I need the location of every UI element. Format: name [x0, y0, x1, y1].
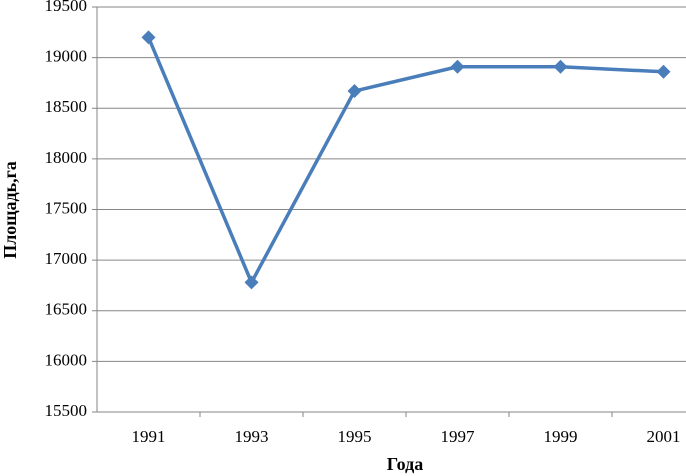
y-tick-label: 17000 [45, 249, 88, 268]
y-tick-label: 15500 [45, 401, 88, 420]
marker [656, 64, 671, 79]
x-tick-label: 1999 [544, 427, 578, 446]
x-tick-label: 1997 [441, 427, 476, 446]
y-axis-title: Площадь,га [0, 161, 20, 259]
marker [141, 30, 156, 45]
x-tick-label: 1995 [338, 427, 372, 446]
series-line [146, 36, 664, 285]
x-tick-label: 1991 [132, 427, 166, 446]
x-tick-label: 2001 [647, 427, 681, 446]
y-tick-label: 19500 [45, 0, 88, 15]
y-tick-label: 18500 [45, 97, 88, 116]
marker [347, 84, 362, 99]
y-tick-label: 16000 [45, 350, 88, 369]
y-tick-label: 19000 [45, 47, 88, 66]
y-tick-label: 17500 [45, 198, 88, 217]
y-tick-label: 18000 [45, 148, 88, 167]
marker [450, 59, 465, 74]
marker [553, 59, 568, 74]
x-axis-title: Года [387, 454, 423, 474]
marker [244, 275, 259, 290]
y-tick-label: 16500 [45, 300, 88, 319]
x-tick-label: 1993 [235, 427, 269, 446]
